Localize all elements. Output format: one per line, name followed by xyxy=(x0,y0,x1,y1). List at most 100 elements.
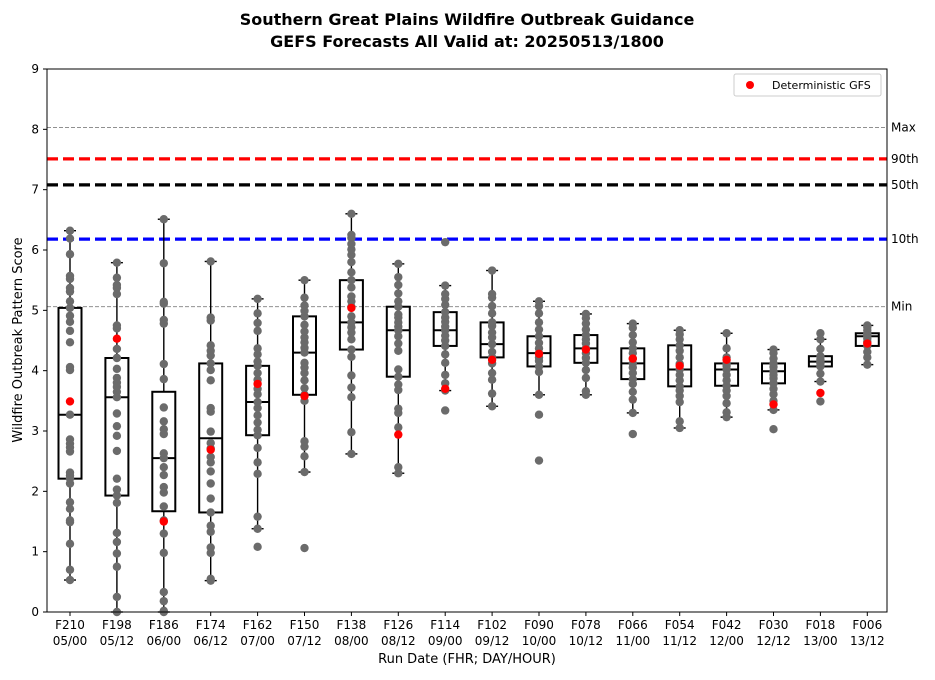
y-tick-label: 8 xyxy=(31,122,39,136)
member-point xyxy=(347,352,356,361)
x-tick-label-fhr: F018 xyxy=(805,618,835,632)
member-point xyxy=(65,226,75,235)
member-point xyxy=(487,402,497,411)
member-point xyxy=(816,377,825,386)
x-tick-label-fhr: F114 xyxy=(430,618,460,632)
x-tick-label-date: 08/12 xyxy=(381,634,416,648)
x-tick-label-date: 12/12 xyxy=(756,634,791,648)
member-point xyxy=(441,370,450,380)
member-point xyxy=(394,289,403,298)
member-point xyxy=(300,333,309,342)
member-point xyxy=(394,404,403,413)
member-point xyxy=(394,346,403,355)
deterministic-point xyxy=(65,397,75,406)
member-point xyxy=(112,431,122,441)
member-point xyxy=(487,266,497,275)
member-point xyxy=(347,428,356,437)
member-point xyxy=(441,307,450,317)
member-point xyxy=(253,512,262,521)
member-point xyxy=(206,508,215,517)
member-point xyxy=(487,347,497,357)
x-tick-label-fhr: F066 xyxy=(618,618,648,632)
member-point xyxy=(487,309,497,318)
member-point xyxy=(206,521,215,530)
member-point xyxy=(441,281,450,290)
member-point xyxy=(65,565,75,574)
member-point xyxy=(675,382,684,391)
member-point xyxy=(253,458,262,467)
member-point xyxy=(534,325,544,334)
member-point xyxy=(206,467,215,476)
x-tick-label-date: 05/12 xyxy=(100,634,135,648)
member-point xyxy=(628,338,637,347)
deterministic-point xyxy=(253,379,262,389)
member-point xyxy=(722,399,731,408)
member-point xyxy=(112,373,122,383)
member-point xyxy=(65,504,75,514)
member-point xyxy=(112,474,122,483)
member-point xyxy=(253,309,262,318)
member-point xyxy=(159,403,168,412)
member-point xyxy=(581,386,591,396)
member-point xyxy=(816,397,825,406)
member-point xyxy=(159,463,168,472)
member-point xyxy=(487,301,497,311)
member-point xyxy=(159,482,168,492)
member-point xyxy=(159,548,168,558)
member-point xyxy=(206,527,215,536)
member-point xyxy=(206,543,215,552)
member-point xyxy=(534,410,544,419)
member-point xyxy=(159,374,168,384)
x-tick-label-date: 05/00 xyxy=(53,634,88,648)
x-tick-label-date: 10/12 xyxy=(569,634,604,648)
chart-title: Southern Great Plains Wildfire Outbreak … xyxy=(240,10,695,29)
x-tick-label-fhr: F054 xyxy=(665,618,695,632)
x-tick-label-fhr: F078 xyxy=(571,618,601,632)
member-point xyxy=(206,427,215,436)
member-point xyxy=(722,329,731,338)
member-point xyxy=(394,280,403,290)
member-point xyxy=(112,409,122,418)
member-point xyxy=(112,273,122,282)
member-point xyxy=(300,467,309,477)
member-point xyxy=(65,234,75,243)
member-point xyxy=(65,303,75,313)
member-point xyxy=(347,393,356,402)
member-point xyxy=(159,215,168,224)
member-point xyxy=(206,359,215,368)
member-point xyxy=(206,341,215,350)
legend: Deterministic GFS xyxy=(733,73,882,97)
deterministic-point xyxy=(628,354,637,363)
member-point xyxy=(581,365,591,375)
member-point xyxy=(112,258,122,267)
member-point xyxy=(628,319,637,328)
member-point xyxy=(159,502,168,511)
x-tick-label-date: 09/00 xyxy=(428,634,463,648)
member-point xyxy=(487,328,497,337)
deterministic-point xyxy=(159,517,168,526)
member-point xyxy=(206,376,215,385)
plot-frame xyxy=(46,68,888,613)
member-point xyxy=(675,341,684,350)
member-point xyxy=(112,528,122,538)
member-point xyxy=(300,327,309,336)
member-point xyxy=(300,452,309,461)
member-point xyxy=(816,369,825,378)
member-point xyxy=(300,320,309,330)
x-tick-label-date: 09/12 xyxy=(475,634,510,648)
member-point xyxy=(65,468,75,477)
member-point xyxy=(675,423,684,433)
member-point xyxy=(65,497,75,507)
member-point xyxy=(394,380,403,389)
x-tick-label-date: 07/00 xyxy=(240,634,275,648)
member-point xyxy=(300,437,309,446)
member-point xyxy=(487,375,497,384)
box xyxy=(151,390,177,513)
member-point xyxy=(159,315,168,325)
deterministic-point xyxy=(769,400,778,409)
member-point xyxy=(112,321,122,330)
member-point xyxy=(394,423,403,432)
member-point xyxy=(112,289,122,299)
deterministic-point xyxy=(112,334,122,343)
member-point xyxy=(159,529,168,538)
